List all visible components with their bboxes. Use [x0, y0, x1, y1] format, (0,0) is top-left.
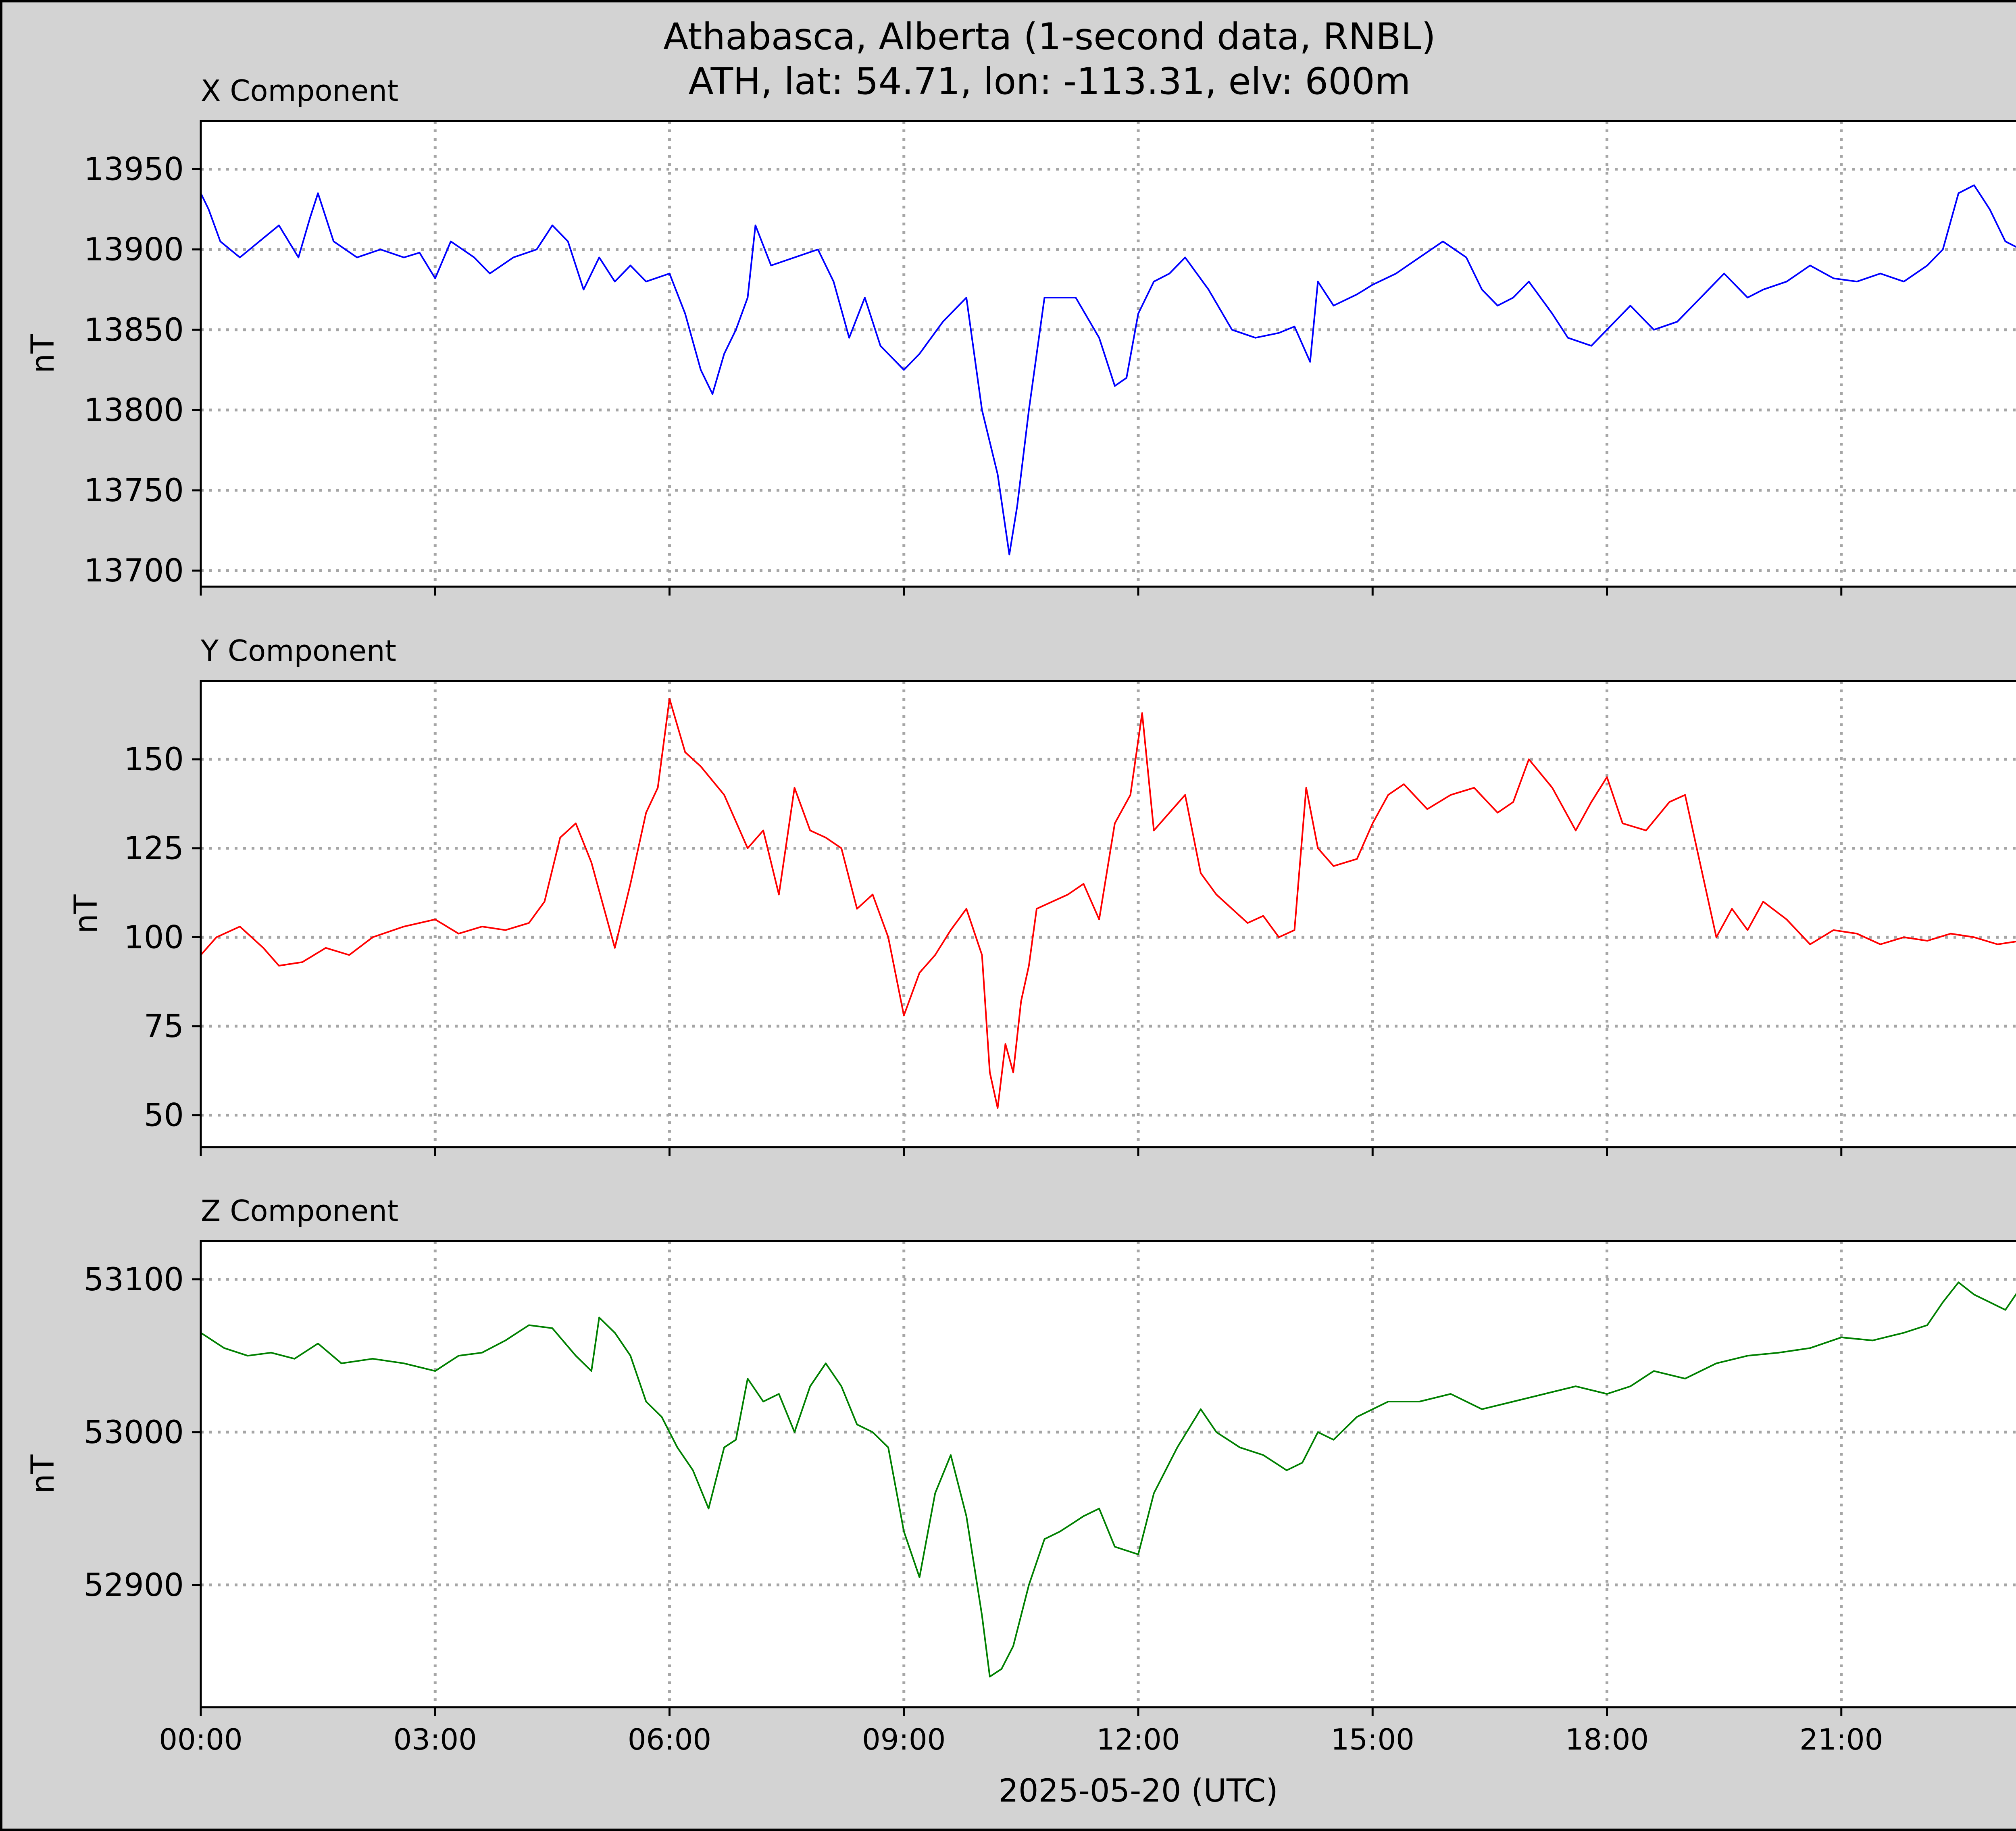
y-tick-label: 50 [144, 1098, 184, 1134]
y-tick-label: 75 [144, 1008, 184, 1045]
y-tick-label: 53000 [84, 1414, 184, 1451]
series-line-z [200, 1281, 2016, 1678]
x-axis-label: 2025-05-20 (UTC) [998, 1773, 1278, 1809]
panel-y: 50 75 100 125 150 Y Component nT [68, 634, 2016, 1156]
y-axis-label: nT [25, 334, 61, 373]
y-axis-label: nT [25, 1454, 61, 1494]
y-tick-label: 13750 [84, 473, 184, 509]
y-tick-label: 52900 [84, 1567, 184, 1604]
x-tick-label: 03:00 [394, 1723, 477, 1756]
y-tick-label: 13700 [84, 553, 184, 589]
panel-title: Y Component [200, 634, 396, 668]
panel-z: 52900 53000 53100 00:00 03:00 06:00 09:00 12:00… [25, 1194, 2016, 1756]
plot-area [201, 121, 2016, 587]
y-tick-label: 53100 [84, 1262, 184, 1298]
x-tick-label: 00:00 [159, 1723, 243, 1756]
x-tick-label: 06:00 [628, 1723, 712, 1756]
panel-x: 13700 13750 13800 13850 13900 13950 X Componen… [25, 74, 2016, 596]
x-tick-label: 18:00 [1565, 1723, 1649, 1756]
x-tick-label: 15:00 [1331, 1723, 1415, 1756]
figure-title-line1: Athabasca, Alberta (1-second data, RNBL) [663, 16, 1436, 58]
x-tick-label: 12:00 [1096, 1723, 1180, 1756]
plot-area [201, 681, 2016, 1147]
y-tick-label: 13900 [84, 232, 184, 268]
series-line-x [200, 184, 2016, 556]
series-line-y [200, 698, 2016, 1109]
panel-title: X Component [201, 74, 398, 108]
y-tick-label: 13850 [84, 312, 184, 348]
y-tick-label: 13800 [84, 392, 184, 429]
panel-title: Z Component [201, 1194, 398, 1228]
plot-area [201, 1241, 2016, 1707]
x-tick-label: 21:00 [1799, 1723, 1883, 1756]
y-tick-label: 13950 [84, 151, 184, 187]
y-tick-label: 125 [124, 831, 184, 867]
y-tick-label: 100 [124, 919, 184, 956]
x-tick-label: 09:00 [862, 1723, 946, 1756]
y-axis-label: nT [68, 894, 104, 933]
figure-title-line2: ATH, lat: 54.71, lon: -113.31, elv: 600m [688, 60, 1410, 103]
y-tick-label: 150 [124, 742, 184, 778]
